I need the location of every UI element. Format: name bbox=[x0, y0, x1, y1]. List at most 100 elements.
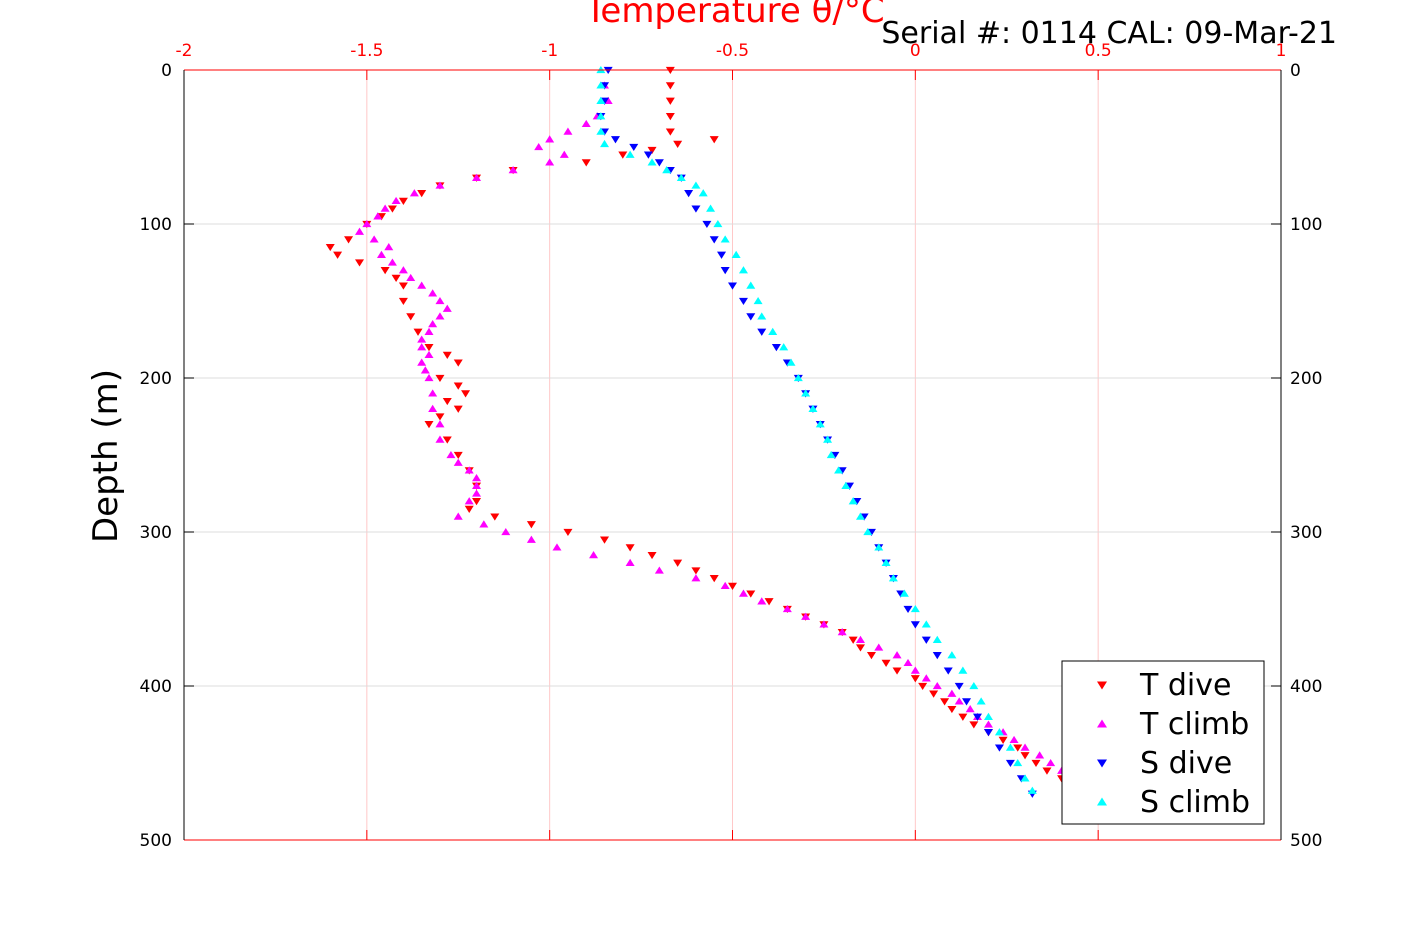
data-point bbox=[442, 397, 452, 406]
data-point bbox=[325, 243, 335, 252]
data-point bbox=[534, 142, 544, 151]
data-point bbox=[665, 128, 675, 136]
data-point bbox=[1005, 759, 1015, 768]
data-point bbox=[757, 312, 767, 320]
data-point bbox=[435, 420, 445, 428]
data-point bbox=[453, 405, 463, 413]
data-point bbox=[753, 296, 763, 305]
data-point bbox=[709, 136, 719, 144]
data-point bbox=[424, 327, 434, 335]
data-point bbox=[545, 135, 555, 143]
data-point bbox=[709, 575, 719, 583]
data-point bbox=[746, 281, 756, 289]
data-point bbox=[786, 358, 796, 366]
data-point bbox=[676, 173, 686, 181]
data-point bbox=[333, 251, 343, 259]
data-point bbox=[903, 605, 913, 614]
x-tick-label: -1.5 bbox=[350, 41, 383, 61]
data-point bbox=[563, 127, 573, 135]
data-point bbox=[464, 497, 474, 505]
data-point bbox=[932, 652, 942, 660]
data-point bbox=[417, 190, 427, 198]
data-point bbox=[1031, 759, 1041, 768]
data-point bbox=[746, 313, 756, 321]
legend-label: T climb bbox=[1139, 707, 1249, 742]
data-point bbox=[435, 181, 445, 189]
data-point bbox=[398, 197, 408, 205]
data-point bbox=[406, 313, 416, 321]
data-point bbox=[855, 512, 865, 520]
data-point bbox=[738, 589, 748, 597]
data-point bbox=[600, 536, 610, 544]
data-point bbox=[947, 689, 957, 697]
data-point bbox=[888, 574, 898, 582]
data-point bbox=[855, 644, 865, 652]
data-point bbox=[526, 521, 536, 529]
data-point bbox=[618, 151, 628, 159]
series-t-climb bbox=[355, 81, 1078, 782]
data-point bbox=[738, 266, 748, 274]
data-point bbox=[1020, 752, 1030, 760]
data-point bbox=[424, 350, 434, 359]
data-point bbox=[464, 505, 474, 513]
data-point bbox=[479, 520, 489, 528]
data-point bbox=[994, 744, 1004, 752]
data-point bbox=[398, 297, 408, 306]
y-tick-label-left: 300 bbox=[140, 523, 172, 543]
legend-label: S climb bbox=[1140, 785, 1250, 820]
data-point bbox=[702, 220, 712, 229]
data-point bbox=[369, 235, 379, 243]
data-point bbox=[910, 604, 920, 613]
data-point bbox=[581, 159, 591, 167]
data-point bbox=[472, 173, 482, 181]
data-point bbox=[417, 335, 427, 343]
data-point bbox=[932, 681, 942, 690]
data-point bbox=[969, 721, 979, 729]
data-point bbox=[446, 450, 456, 459]
legend-label: T dive bbox=[1139, 668, 1231, 703]
data-point bbox=[596, 127, 606, 135]
data-point bbox=[684, 190, 694, 198]
data-point bbox=[969, 681, 979, 690]
data-point bbox=[782, 604, 792, 613]
data-point bbox=[380, 267, 390, 275]
data-point bbox=[720, 581, 730, 590]
data-point bbox=[362, 219, 372, 228]
data-point bbox=[892, 667, 902, 675]
y-tick-label-left: 200 bbox=[140, 369, 172, 389]
data-point bbox=[954, 697, 964, 705]
data-point bbox=[643, 151, 653, 159]
data-point bbox=[654, 159, 664, 167]
data-point bbox=[947, 651, 957, 659]
legend-marker bbox=[1097, 759, 1107, 768]
data-point bbox=[417, 343, 427, 351]
legend-marker bbox=[1097, 797, 1107, 806]
y-tick-label-right: 400 bbox=[1290, 677, 1322, 697]
data-point bbox=[376, 250, 386, 258]
data-point bbox=[881, 659, 891, 667]
data-point bbox=[435, 312, 445, 320]
data-point bbox=[596, 112, 606, 120]
data-point bbox=[596, 81, 606, 89]
data-point bbox=[435, 296, 445, 305]
data-point bbox=[380, 204, 390, 212]
data-point bbox=[600, 139, 610, 148]
data-point bbox=[472, 489, 482, 497]
data-point bbox=[691, 181, 701, 189]
x-tick-label: -2 bbox=[176, 41, 193, 61]
data-point bbox=[1020, 774, 1030, 782]
data-point bbox=[428, 404, 438, 412]
data-point bbox=[728, 582, 737, 590]
data-point bbox=[768, 327, 778, 335]
data-point bbox=[625, 558, 635, 566]
x-tick-label: -0.5 bbox=[716, 41, 749, 61]
data-point bbox=[654, 566, 664, 574]
series-t-dive bbox=[325, 66, 1067, 783]
legend-label: S dive bbox=[1140, 746, 1232, 781]
data-point bbox=[848, 636, 858, 644]
series-s-climb bbox=[596, 65, 1037, 794]
data-point bbox=[629, 143, 639, 152]
data-point bbox=[545, 158, 555, 166]
data-point bbox=[508, 166, 518, 174]
legend: T dive T climb S dive S climb bbox=[1061, 660, 1265, 825]
